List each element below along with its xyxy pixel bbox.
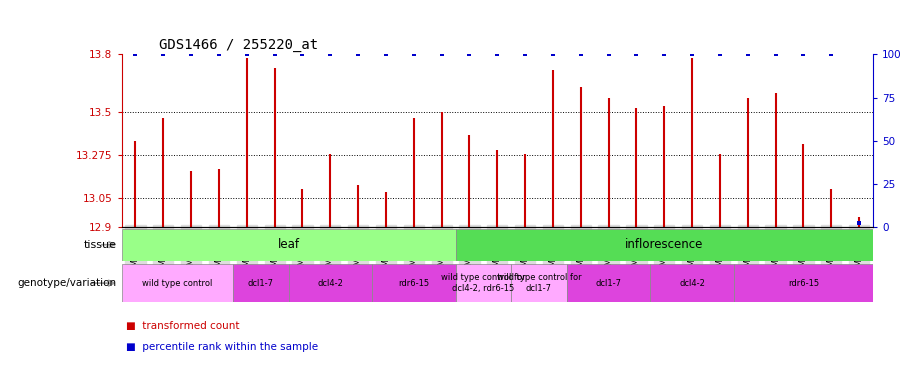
Bar (651, 264, 733, 302)
Text: tissue: tissue (84, 240, 117, 250)
Text: inflorescence: inflorescence (626, 238, 704, 251)
Text: rdr6-15: rdr6-15 (788, 279, 819, 288)
Text: GDS1466 / 255220_at: GDS1466 / 255220_at (159, 38, 319, 52)
Bar (567, 264, 651, 302)
Text: ■  percentile rank within the sample: ■ percentile rank within the sample (126, 342, 318, 352)
Text: wild type control for
dcl4-2, rdr6-15: wild type control for dcl4-2, rdr6-15 (441, 273, 526, 293)
Text: dcl4-2: dcl4-2 (318, 279, 343, 288)
Text: dcl4-2: dcl4-2 (680, 279, 705, 288)
Bar (372, 264, 455, 302)
Bar (734, 264, 873, 302)
Text: dcl1-7: dcl1-7 (596, 279, 622, 288)
Text: wild type control for
dcl1-7: wild type control for dcl1-7 (497, 273, 581, 293)
Text: ■  transformed count: ■ transformed count (126, 321, 239, 331)
Text: dcl1-7: dcl1-7 (248, 279, 274, 288)
Text: wild type control: wild type control (142, 279, 212, 288)
Text: leaf: leaf (277, 238, 300, 251)
Bar (122, 229, 455, 261)
Bar (455, 264, 511, 302)
Bar (511, 264, 567, 302)
Bar (122, 264, 233, 302)
Text: rdr6-15: rdr6-15 (398, 279, 429, 288)
Bar (289, 264, 372, 302)
Bar (233, 264, 289, 302)
Bar (455, 229, 873, 261)
Text: genotype/variation: genotype/variation (18, 278, 117, 288)
